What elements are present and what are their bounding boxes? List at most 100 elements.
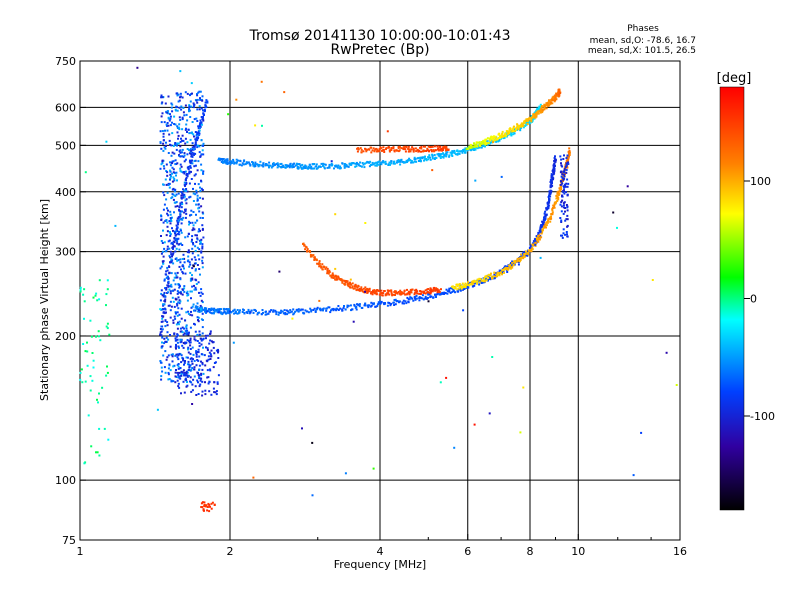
spread-point (178, 265, 181, 268)
trace-point (535, 115, 538, 118)
trace-point (189, 166, 192, 169)
trace-point (557, 196, 560, 199)
trace-point (545, 226, 547, 229)
spread-point (178, 230, 180, 233)
outlier-point (445, 376, 448, 379)
spread-point (176, 276, 179, 279)
spread-point (198, 134, 201, 136)
spread-point (196, 379, 199, 382)
spread-point (178, 283, 181, 286)
spread-point (174, 317, 177, 320)
spread-point (210, 340, 213, 343)
scatter-point (96, 299, 99, 302)
trace-point (176, 219, 179, 222)
trace-point (376, 289, 378, 292)
trace-point (567, 158, 570, 161)
trace-point (443, 146, 446, 149)
trace-point (370, 301, 373, 304)
scatter-point (106, 365, 108, 368)
spread-point (184, 319, 187, 322)
trace-point (550, 213, 553, 216)
scatter-point (208, 510, 211, 513)
trace-point (162, 304, 165, 307)
outlier-point (439, 381, 442, 384)
trace-point (460, 286, 463, 289)
scatter-point (106, 322, 109, 325)
spread-point (189, 100, 192, 103)
outlier-point (232, 341, 235, 344)
spread-point (173, 315, 176, 318)
outlier-point (519, 431, 522, 434)
spread-point (183, 363, 185, 366)
trace-point (471, 280, 474, 283)
spread-point (189, 376, 192, 379)
spread-point (188, 108, 190, 111)
spread-point (187, 128, 190, 131)
trace-point (449, 291, 452, 294)
spread-point (168, 119, 171, 122)
spread-point (161, 101, 164, 104)
x-tick-label: 8 (527, 545, 534, 558)
spread-point (170, 305, 173, 308)
trace-point (397, 147, 400, 149)
trace-point (405, 302, 408, 305)
scatter-point (79, 289, 82, 291)
trace-point (386, 289, 389, 292)
trace-point (364, 302, 367, 305)
trace-point (279, 163, 282, 166)
trace-point (525, 250, 527, 253)
trace-point (352, 162, 355, 165)
trace-point (407, 301, 410, 304)
scatter-point (86, 364, 89, 367)
trace-point (529, 248, 532, 251)
spread-point (184, 137, 187, 140)
trace-point (440, 153, 443, 155)
spread-point (198, 385, 201, 388)
spread-point (176, 259, 179, 262)
spread-point (174, 201, 177, 204)
trace-point (537, 233, 540, 236)
spread-point (170, 161, 173, 164)
spread-point (192, 192, 195, 195)
spread-point (217, 357, 220, 359)
spread-point (160, 215, 163, 218)
spread-point (188, 261, 191, 264)
spread-point (174, 371, 177, 374)
spread-point (199, 216, 202, 219)
spread-point (204, 364, 207, 367)
outlier-point (665, 351, 668, 354)
trace-point (539, 109, 542, 112)
trace-point (523, 122, 526, 124)
spread-point (208, 368, 211, 371)
spread-point (160, 163, 163, 166)
trace-point (567, 163, 570, 165)
spread-point (187, 360, 190, 363)
trace-point (320, 266, 323, 269)
trace-point (525, 118, 528, 121)
trace-point (366, 160, 369, 163)
spread-point (198, 330, 201, 333)
trace-point (388, 149, 391, 152)
scatter-point (80, 368, 83, 371)
scatter-point (94, 294, 97, 297)
trace-point (387, 292, 390, 295)
spread-point (174, 142, 177, 144)
trace-point (186, 175, 189, 178)
trace-point (372, 303, 375, 306)
spread-point (188, 152, 191, 155)
trace-point (545, 221, 548, 224)
spread-point (215, 390, 218, 393)
scatter-point (105, 304, 107, 307)
spread-point (175, 257, 178, 260)
trace-point (217, 158, 220, 161)
trace-point (214, 308, 216, 311)
trace-point (255, 310, 257, 313)
trace-point (312, 163, 314, 166)
trace-point (344, 308, 347, 311)
trace-point (489, 137, 492, 140)
spread-point (169, 233, 172, 236)
trace-point (428, 149, 431, 152)
trace-point (405, 159, 408, 162)
spread-point (206, 376, 209, 379)
spread-point (188, 182, 191, 185)
